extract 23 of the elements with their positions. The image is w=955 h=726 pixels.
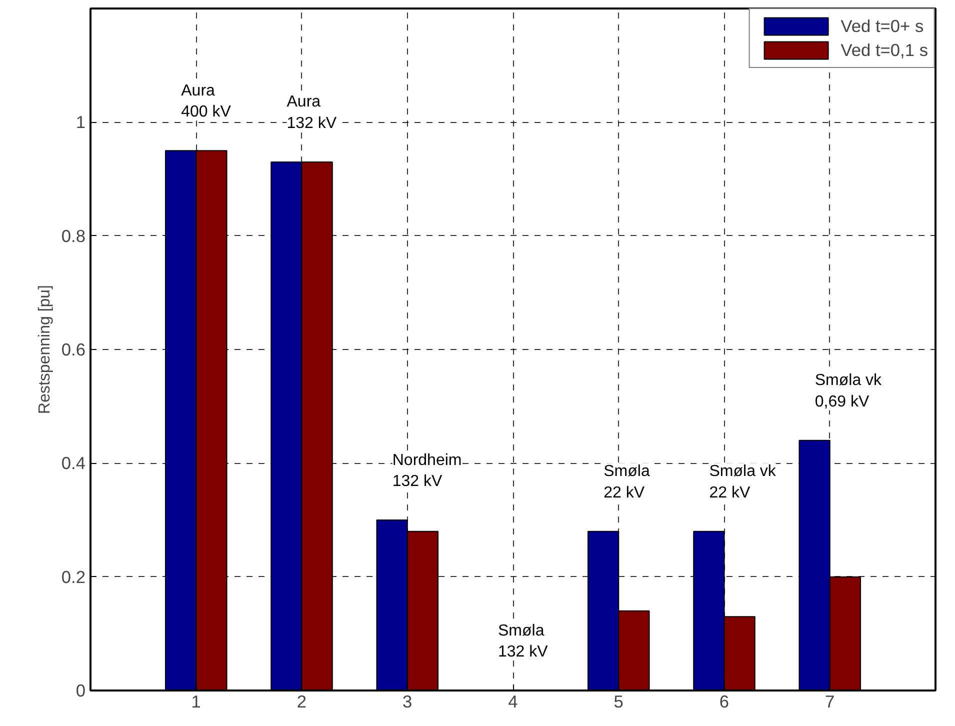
x-tick-label: 1 (191, 692, 201, 712)
y-tick-label: 0.6 (61, 340, 86, 360)
x-tick-label: 5 (614, 692, 624, 712)
x-tick-label: 2 (296, 692, 307, 712)
annotation: Nordheim 132 kV (392, 452, 462, 490)
annotation: Smøla 22 kV (604, 463, 650, 502)
annotation: Aura 132 kV (286, 94, 337, 132)
y-tick-label: 1 (76, 112, 86, 132)
y-axis-title: Restspenning [pu] (36, 285, 54, 414)
y-tick-label: 0.4 (61, 453, 86, 474)
y-tick-label: 0.2 (61, 566, 86, 587)
annotation: Smøla vk 22 kV (709, 463, 777, 502)
y-tick-label: 0 (76, 680, 86, 700)
x-tick-label: 7 (825, 692, 835, 712)
legend-label: Ved t=0+ s (840, 16, 924, 36)
legend-label: Ved t=0,1 s (840, 40, 928, 60)
x-tick-label: 6 (719, 692, 730, 712)
y-tick-label: 0.8 (61, 226, 86, 246)
annotation: Smøla vk 0,69 kV (814, 372, 883, 410)
x-tick-label: 4 (508, 692, 518, 712)
annotation: Smøla 132 kV (498, 622, 548, 660)
annotation: Aura 400 kV (181, 82, 232, 121)
x-tick-label: 3 (402, 692, 412, 712)
